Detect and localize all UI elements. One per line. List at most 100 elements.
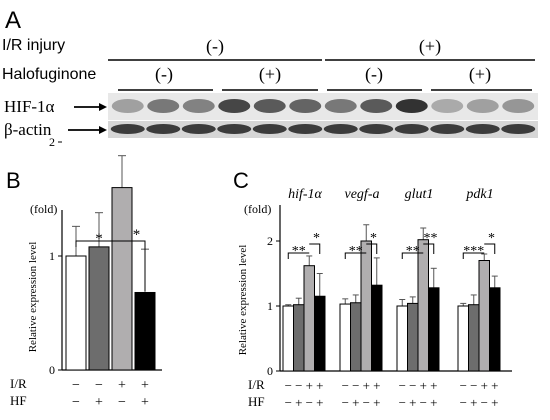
panel-c-hf-mark: + <box>470 395 477 410</box>
panel-c-hf-mark: − <box>481 395 488 410</box>
hif1a-band <box>466 99 499 113</box>
actin-band <box>110 124 145 134</box>
actin-band <box>394 124 429 134</box>
hf-group-1: (-) <box>155 64 173 85</box>
panel-b-ir-mark: + <box>141 378 149 393</box>
hif1a-band <box>289 99 322 113</box>
panel-c-sig-star: * <box>488 231 495 246</box>
panel-c-hf-mark: − <box>460 395 467 410</box>
panel-c-sig-star: ** <box>292 244 306 259</box>
panel-b-condition-marks: − − + +− + − + <box>72 378 149 410</box>
panel-b-hf-mark: − <box>72 395 80 410</box>
panel-c-bar <box>407 302 419 372</box>
panel-c-hf-row-label: HF <box>248 394 265 409</box>
panel-c-ir-mark: − <box>399 378 406 393</box>
actin-blot-label: β-actin <box>4 120 52 139</box>
panel-b-ir-row-label: I/R <box>10 376 27 391</box>
hif1a-band <box>431 99 464 113</box>
panel-c-ir-mark: + <box>481 378 488 393</box>
panel-b-ir-mark: − <box>95 378 103 393</box>
panel-b-hf-mark: − <box>118 395 126 410</box>
hif1a-band <box>395 99 428 113</box>
panel-c-sig-star: ** <box>424 231 438 246</box>
panel-c-ir-mark: − <box>342 378 349 393</box>
panel-c-hf-mark: + <box>316 395 323 410</box>
hif1a-blot-label: HIF-1α <box>4 97 55 116</box>
panel-b-hf-row-label: HF <box>10 393 27 408</box>
panel-b-sig-star: * <box>133 227 141 243</box>
ir-group-pos: (+) <box>419 36 441 57</box>
ir-group-neg: (-) <box>206 36 224 57</box>
panel-c-sig-bracket <box>423 243 435 254</box>
panel-b-sig-bracket <box>122 240 146 291</box>
hif1a-band <box>253 99 286 113</box>
panel-c-sig-bracket <box>484 243 496 254</box>
panel-c-bar <box>478 260 490 372</box>
panel-c-sig-bracket <box>462 252 485 259</box>
panel-c-ir-mark: − <box>460 378 467 393</box>
panel-c-bar <box>489 287 501 372</box>
panel-c-y-tick-label: 0 <box>267 364 273 378</box>
panel-label-b: B <box>6 168 21 193</box>
panel-b-ir-mark: + <box>118 378 126 393</box>
panel-c-y-tick-label: 2 <box>267 234 273 248</box>
panel-c-ir-mark: + <box>430 378 437 393</box>
panel-c-hf-mark: − <box>285 395 292 410</box>
actin-band <box>288 124 323 134</box>
panel-b-y-tick-label: 1 <box>49 249 55 263</box>
panel-b-bar <box>65 255 87 371</box>
panel-c-ir-mark: − <box>409 378 416 393</box>
panel-c-hf-mark: + <box>352 395 359 410</box>
panel-c-gene-labels: hif-1α vegf-a glut1 pdk1 <box>288 187 494 202</box>
panel-c-bar <box>468 304 480 372</box>
panel-b-unit: (fold) <box>30 202 57 216</box>
panel-a: A I/R injury Halofuginone (-) (+) (-) (+… <box>2 7 538 139</box>
hif1a-band <box>218 99 251 113</box>
panel-c-hf-mark: + <box>430 395 437 410</box>
panel-b-bar <box>88 246 110 371</box>
panel-c-bar <box>282 305 294 372</box>
panel-c-ir-mark: + <box>306 378 313 393</box>
panel-c-ir-row-label: I/R <box>248 377 265 392</box>
panel-c-bar <box>360 240 372 372</box>
panel-c-ir-mark: + <box>316 378 323 393</box>
panel-c-unit: (fold) <box>244 202 271 216</box>
actin-bands <box>110 124 536 134</box>
panel-b-hf-mark: + <box>141 395 149 410</box>
panel-b-bar <box>111 187 133 371</box>
hf-group-3: (-) <box>365 64 383 85</box>
panel-c-hf-mark: + <box>409 395 416 410</box>
actin-band <box>252 124 287 134</box>
panel-label-a: A <box>5 7 21 34</box>
panel-c-sig-star: ** <box>406 244 420 259</box>
actin-blot-strip <box>108 121 538 138</box>
panel-c-hf-mark: + <box>295 395 302 410</box>
panel-c: C (fold) Relative expression level hif-1… <box>233 168 512 410</box>
panel-b-bar <box>134 291 156 371</box>
panel-c-y-tick-label: 1 <box>267 299 273 313</box>
panel-c-bar <box>303 265 315 372</box>
actin-arrowhead-icon <box>99 126 107 134</box>
panel-c-sig-star: * <box>313 231 320 246</box>
panel-c-sig-star: * <box>370 231 377 246</box>
hf-group-4: (+) <box>469 64 491 85</box>
actin-band <box>146 124 181 134</box>
actin-band <box>465 124 500 134</box>
panel-c-gene-label: vegf-a <box>345 187 380 202</box>
panel-c-ylabel: Relative expression level <box>237 245 249 356</box>
panel-c-bar <box>428 287 440 372</box>
panel-c-bar <box>457 305 469 372</box>
panel-c-bar <box>293 304 305 372</box>
actin-band <box>359 124 394 134</box>
panel-b-ylabel: Relative expression level <box>27 242 39 353</box>
panel-c-bar <box>314 295 326 372</box>
hif1a-bands <box>111 99 535 113</box>
panel-b-chart: 0 1 2 * * <box>49 135 162 377</box>
hif1a-band <box>324 99 357 113</box>
actin-band <box>323 124 358 134</box>
panel-b-ir-mark: − <box>72 378 80 393</box>
panel-c-hf-mark: − <box>420 395 427 410</box>
panel-c-sig-bracket <box>366 243 378 254</box>
hif1a-arrowhead-icon <box>99 103 107 111</box>
